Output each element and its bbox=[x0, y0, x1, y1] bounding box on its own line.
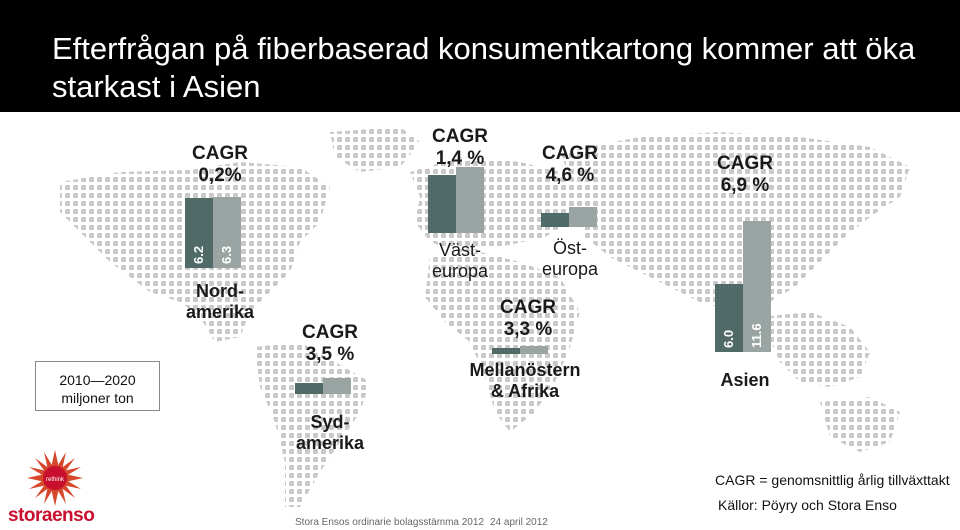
region-name-vasteuropa: Väst- europa bbox=[431, 240, 489, 281]
cagr-value: 6,9 % bbox=[720, 175, 770, 196]
cagr-label-nordamerika: CAGR 0,2% bbox=[180, 143, 260, 187]
stora-enso-logo-icon: rethink bbox=[27, 450, 83, 506]
title-bar: Efterfrågan på fiberbaserad konsumentkar… bbox=[0, 0, 960, 112]
cagr-label-sydamerika: CAGR 3,5 % bbox=[290, 322, 370, 366]
cagr-value: 3,5 % bbox=[305, 344, 355, 365]
cagr-word: CAGR bbox=[432, 126, 488, 147]
bar-value-label: 6.3 bbox=[219, 245, 234, 264]
cagr-label-vasteuropa: CAGR 1,4 % bbox=[420, 126, 500, 170]
region-name-nordamerika: Nord- amerika bbox=[185, 281, 255, 322]
footer-date: 24 april 2012 bbox=[490, 517, 548, 528]
cagr-value: 0,2% bbox=[198, 165, 242, 186]
cagr-definition: CAGR = genomsnittlig årlig tillväxttakt bbox=[715, 472, 950, 488]
logo-badge: rethink bbox=[46, 477, 65, 483]
bar-sydamerika-2020 bbox=[323, 378, 351, 394]
cagr-word: CAGR bbox=[500, 297, 556, 318]
region-name-osteuropa: Öst- europa bbox=[541, 238, 599, 279]
region-name-asien: Asien bbox=[720, 370, 770, 390]
bar-vasteuropa-2010 bbox=[428, 175, 456, 233]
bar-value-label: 6.2 bbox=[191, 245, 206, 264]
bar-value-label: 11.6 bbox=[749, 323, 764, 348]
cagr-value: 4,6 % bbox=[545, 165, 595, 186]
bar-sydamerika-2010 bbox=[295, 382, 323, 394]
bar-nordamerika-2020 bbox=[213, 196, 241, 268]
bar-asien-2020 bbox=[743, 220, 771, 352]
legend-years: 2010—2020 bbox=[59, 372, 136, 388]
cagr-word: CAGR bbox=[542, 143, 598, 164]
cagr-label-osteuropa: CAGR 4,6 % bbox=[530, 143, 610, 187]
bar-value-label: 6.0 bbox=[721, 329, 736, 348]
bar-asien-2010 bbox=[715, 284, 743, 352]
cagr-word: CAGR bbox=[302, 322, 358, 343]
cagr-value: 1,4 % bbox=[435, 148, 485, 169]
cagr-label-asien: CAGR 6,9 % bbox=[705, 153, 785, 197]
bar-mellanostern-2020 bbox=[520, 346, 548, 354]
bar-osteuropa-2010 bbox=[541, 213, 569, 227]
region-name-sydamerika: Syd- amerika bbox=[295, 412, 365, 453]
units-legend: 2010—2020 miljoner ton bbox=[35, 361, 160, 411]
legend-unit: miljoner ton bbox=[61, 390, 134, 406]
cagr-word: CAGR bbox=[717, 153, 773, 174]
bar-osteuropa-2020 bbox=[569, 206, 597, 227]
cagr-value: 3,3 % bbox=[503, 319, 553, 340]
cagr-label-mellanostern: CAGR 3,3 % bbox=[488, 297, 568, 341]
footer-meeting: Stora Ensos ordinarie bolagsstämma 2012 bbox=[295, 517, 484, 528]
stora-enso-wordmark: storaenso bbox=[8, 505, 95, 526]
bar-vasteuropa-2020 bbox=[456, 167, 484, 233]
bar-nordamerika-2010 bbox=[185, 197, 213, 268]
region-name-mellanostern: Mellanöstern & Afrika bbox=[469, 360, 581, 401]
cagr-word: CAGR bbox=[192, 143, 248, 164]
bar-mellanostern-2010 bbox=[492, 348, 520, 354]
sources: Källor: Pöyry och Stora Enso bbox=[718, 497, 897, 513]
slide-title: Efterfrågan på fiberbaserad konsumentkar… bbox=[52, 31, 916, 104]
